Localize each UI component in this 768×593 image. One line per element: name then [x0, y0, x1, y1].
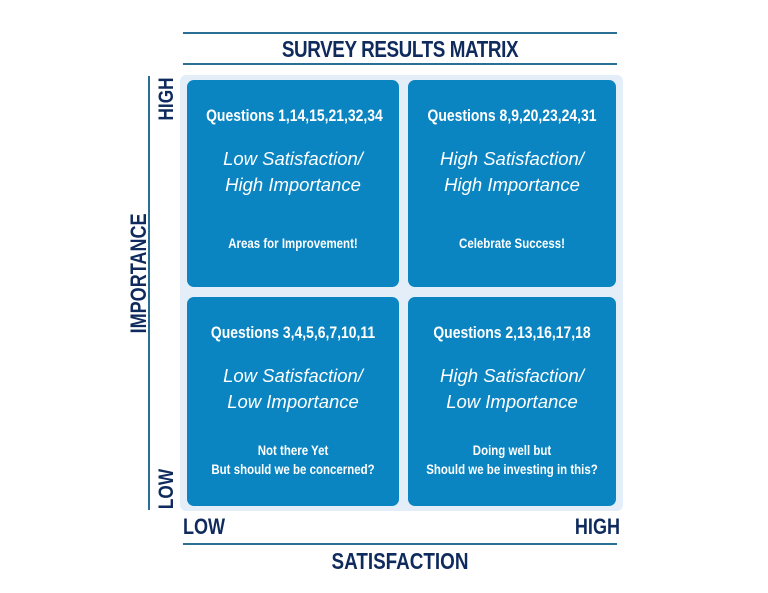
title-bottom-rule: [183, 63, 617, 65]
quadrant-questions: Questions 8,9,20,23,24,31: [427, 106, 597, 125]
quadrant-category: High Satisfaction/ Low Importance: [440, 365, 584, 412]
title-top-rule: [183, 32, 617, 34]
y-axis-high-label: HIGH: [155, 77, 178, 121]
quadrant-note: Celebrate Success!: [459, 236, 565, 251]
x-axis-title: SATISFACTION: [331, 548, 469, 574]
x-axis-line: [183, 543, 617, 545]
quadrant-low-sat-low-imp: Questions 3,4,5,6,7,10,11 Low Satisfacti…: [187, 297, 399, 506]
x-axis-low-label: LOW: [183, 514, 226, 539]
quadrant-questions: Questions 3,4,5,6,7,10,11: [210, 323, 376, 342]
y-axis-line: [148, 76, 150, 510]
quadrant-high-sat-high-imp: Questions 8,9,20,23,24,31 High Satisfact…: [408, 80, 616, 287]
quadrant-questions: Questions 1,14,15,21,32,34: [206, 106, 383, 125]
quadrant-low-sat-high-imp: Questions 1,14,15,21,32,34 Low Satisfact…: [187, 80, 399, 287]
quadrant-category: Low Satisfaction/ Low Importance: [223, 365, 363, 412]
quadrant-category: Low Satisfaction/ High Importance: [223, 148, 363, 195]
y-axis-title: IMPORTANCE: [126, 213, 151, 334]
quadrant-category: High Satisfaction/ High Importance: [440, 148, 584, 195]
quadrant-questions: Questions 2,13,16,17,18: [433, 323, 591, 342]
quadrant-note: Not there Yet But should we be concerned…: [211, 443, 375, 477]
matrix-title: SURVEY RESULTS MATRIX: [281, 36, 519, 62]
quadrant-note: Doing well but Should we be investing in…: [426, 443, 598, 477]
quadrant-note: Areas for Improvement!: [228, 236, 358, 251]
x-axis-high-label: HIGH: [574, 514, 620, 539]
y-axis-low-label: LOW: [155, 468, 178, 510]
quadrant-high-sat-low-imp: Questions 2,13,16,17,18 High Satisfactio…: [408, 297, 616, 506]
